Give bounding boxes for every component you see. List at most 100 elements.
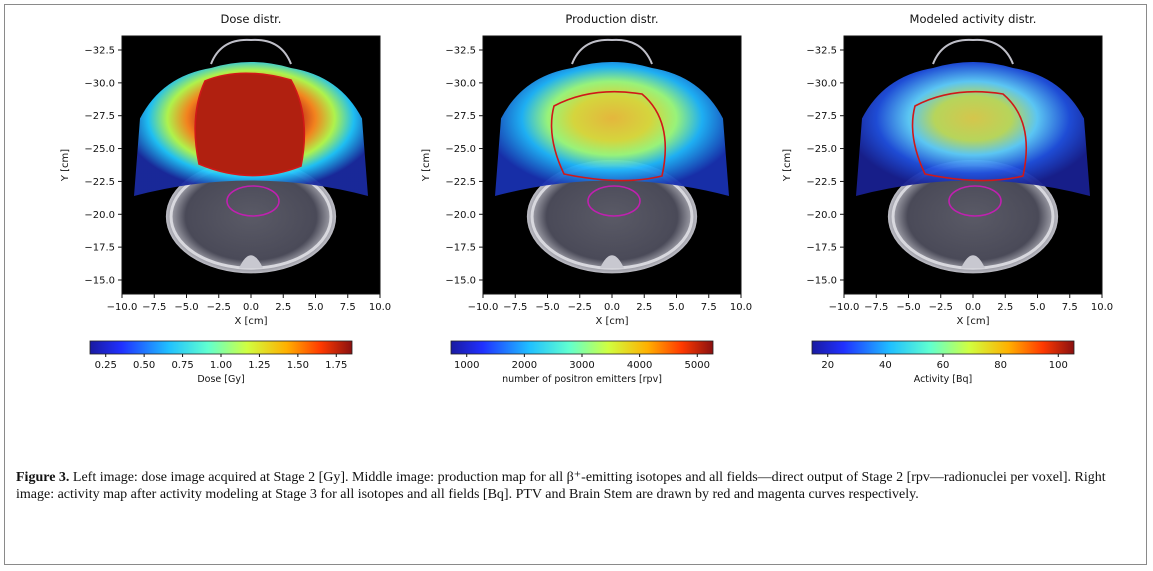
colorbar-tick-label: 3000 bbox=[569, 360, 594, 371]
x-tick-label: −5.0 bbox=[896, 302, 920, 313]
figure-frame bbox=[4, 4, 1147, 565]
x-tick-labels: −10.0 −7.5 −5.0 −2.5 0.0 2.5 5.0 7.5 10.0 bbox=[107, 294, 391, 313]
colorbar-tick-label: 0.50 bbox=[133, 360, 155, 371]
y-tick-label: −20.0 bbox=[84, 210, 115, 221]
colorbar-tick-label: 1.75 bbox=[325, 360, 347, 371]
colorbar-tick-label: 20 bbox=[821, 360, 834, 371]
x-axis-label: X [cm] bbox=[234, 316, 267, 327]
y-tick-label: −15.0 bbox=[806, 276, 837, 287]
colorbar-tick-label: 1.00 bbox=[210, 360, 232, 371]
colorbar-tick-labels: 0.25 0.50 0.75 1.00 1.25 1.50 1.75 bbox=[95, 354, 347, 371]
colorbar-tick-label: 5000 bbox=[685, 360, 710, 371]
y-tick-label: −30.0 bbox=[445, 78, 476, 89]
y-tick-label: −22.5 bbox=[84, 177, 115, 188]
x-tick-label: 7.5 bbox=[1062, 302, 1078, 313]
x-tick-label: 5.0 bbox=[1030, 302, 1046, 313]
colorbar-label: Activity [Bq] bbox=[913, 374, 973, 385]
x-axis-label: X [cm] bbox=[595, 316, 628, 327]
x-tick-label: −7.5 bbox=[864, 302, 888, 313]
x-tick-labels: −10.0 −7.5 −5.0 −2.5 0.0 2.5 5.0 7.5 10.0 bbox=[829, 294, 1113, 313]
y-tick-labels: −32.5 −30.0 −27.5 −25.0 −22.5 −20.0 −17.5 −15.0 bbox=[445, 46, 483, 287]
y-tick-label: −30.0 bbox=[84, 78, 115, 89]
y-axis-label: Y [cm] bbox=[60, 149, 71, 182]
y-axis-label: Y [cm] bbox=[782, 149, 793, 182]
colorbar-tick-label: 0.25 bbox=[95, 360, 117, 371]
panel-title: Dose distr. bbox=[220, 12, 282, 26]
colorbar-label: Dose [Gy] bbox=[197, 374, 245, 385]
colorbar bbox=[89, 340, 353, 355]
colorbar-label: number of positron emitters [rpv] bbox=[502, 374, 662, 385]
x-tick-label: −5.0 bbox=[174, 302, 198, 313]
x-tick-label: −10.0 bbox=[829, 302, 860, 313]
colorbar-tick-label: 0.75 bbox=[171, 360, 193, 371]
x-tick-label: −7.5 bbox=[503, 302, 527, 313]
y-tick-label: −20.0 bbox=[445, 210, 476, 221]
x-tick-label: 7.5 bbox=[340, 302, 356, 313]
colorbar-tick-labels: 20 40 60 80 100 bbox=[821, 354, 1068, 371]
colorbar-tick-label: 100 bbox=[1049, 360, 1068, 371]
y-tick-label: −27.5 bbox=[445, 111, 476, 122]
colorbar-tick-label: 60 bbox=[937, 360, 950, 371]
panel-title: Modeled activity distr. bbox=[909, 12, 1037, 26]
x-tick-label: 10.0 bbox=[1091, 302, 1113, 313]
colorbar-tick-label: 2000 bbox=[512, 360, 537, 371]
panel-dose: Dose distr. −32.5 −30.0 −27.5 −25.0 −22.5 −20… bbox=[50, 0, 430, 425]
y-tick-label: −25.0 bbox=[84, 144, 115, 155]
production-plot: −32.5 −30.0 −27.5 −25.0 −22.5 −20.0 −17.5 −15.0… bbox=[421, 35, 752, 371]
colorbar bbox=[450, 340, 714, 355]
x-tick-label: 10.0 bbox=[369, 302, 391, 313]
y-tick-label: −27.5 bbox=[84, 111, 115, 122]
caption-label: Figure 3. bbox=[16, 470, 70, 485]
colorbar-tick-label: 40 bbox=[879, 360, 892, 371]
y-tick-label: −32.5 bbox=[445, 46, 476, 57]
x-tick-label: 5.0 bbox=[308, 302, 324, 313]
panel-title: Production distr. bbox=[565, 12, 659, 26]
panel-activity: Modeled activity distr. −32.5 −30.0 −27.5−… bbox=[772, 0, 1152, 425]
x-tick-labels: −10.0 −7.5 −5.0 −2.5 0.0 2.5 5.0 7.5 10.0 bbox=[468, 294, 752, 313]
y-tick-label: −17.5 bbox=[806, 243, 837, 254]
x-tick-label: 5.0 bbox=[669, 302, 685, 313]
y-axis-label: Y [cm] bbox=[421, 149, 432, 182]
y-tick-label: −15.0 bbox=[445, 276, 476, 287]
x-tick-label: −10.0 bbox=[468, 302, 499, 313]
x-tick-label: 2.5 bbox=[997, 302, 1013, 313]
x-tick-label: −2.5 bbox=[207, 302, 231, 313]
y-tick-label: −25.0 bbox=[806, 144, 837, 155]
panel-production: Production distr. −32.5 −30.0 −27.5 −25.0 −2… bbox=[411, 0, 791, 425]
caption-text: Left image: dose image acquired at Stage… bbox=[16, 470, 1106, 503]
colorbar bbox=[811, 340, 1075, 355]
x-tick-label: 7.5 bbox=[701, 302, 717, 313]
dose-image bbox=[122, 36, 380, 294]
x-tick-label: −2.5 bbox=[568, 302, 592, 313]
y-tick-labels: −32.5 −30.0 −27.5 −25.0 −22.5 −20.0 −17.5 −15.0 bbox=[84, 46, 122, 287]
activity-plot: −32.5 −30.0 −27.5 −25.0 −22.5 −20.0 −17.5 −15.0… bbox=[782, 35, 1113, 371]
x-tick-label: 0.0 bbox=[604, 302, 620, 313]
x-tick-label: −10.0 bbox=[107, 302, 138, 313]
colorbar-tick-labels: 1000 2000 3000 4000 5000 bbox=[454, 354, 710, 371]
y-tick-labels: −32.5 −30.0 −27.5 −25.0 −22.5 −20.0 −17.5 −15.0 bbox=[806, 46, 844, 287]
x-tick-label: 0.0 bbox=[243, 302, 259, 313]
y-tick-label: −20.0 bbox=[806, 210, 837, 221]
y-tick-label: −27.5 bbox=[806, 111, 837, 122]
dose-plot: −32.5 −30.0 −27.5 −25.0 −22.5 −20.0 −17.5 −15.0… bbox=[60, 35, 391, 371]
production-image bbox=[483, 36, 741, 294]
colorbar-tick-label: 1.25 bbox=[248, 360, 270, 371]
x-axis-label: X [cm] bbox=[956, 316, 989, 327]
y-tick-label: −22.5 bbox=[806, 177, 837, 188]
y-tick-label: −25.0 bbox=[445, 144, 476, 155]
colorbar-tick-label: 1000 bbox=[454, 360, 479, 371]
colorbar-tick-label: 1.50 bbox=[287, 360, 309, 371]
x-tick-label: −5.0 bbox=[535, 302, 559, 313]
y-tick-label: −30.0 bbox=[806, 78, 837, 89]
y-tick-label: −32.5 bbox=[84, 46, 115, 57]
y-tick-label: −32.5 bbox=[806, 46, 837, 57]
colorbar-tick-label: 4000 bbox=[627, 360, 652, 371]
x-tick-label: 0.0 bbox=[965, 302, 981, 313]
x-tick-label: 2.5 bbox=[275, 302, 291, 313]
x-tick-label: −7.5 bbox=[142, 302, 166, 313]
x-tick-label: −2.5 bbox=[929, 302, 953, 313]
y-tick-label: −22.5 bbox=[445, 177, 476, 188]
colorbar-tick-label: 80 bbox=[994, 360, 1007, 371]
y-tick-label: −15.0 bbox=[84, 276, 115, 287]
x-tick-label: 2.5 bbox=[636, 302, 652, 313]
